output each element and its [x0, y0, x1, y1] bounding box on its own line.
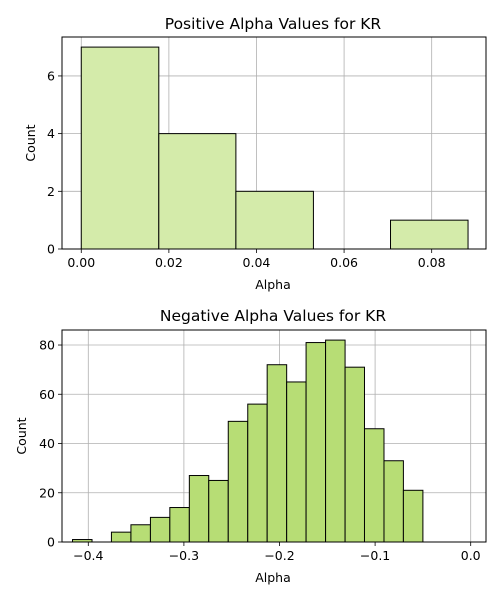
histogram-bar	[227, 420, 249, 543]
histogram-bar	[110, 531, 132, 543]
y-ticks: 0 20 40 60 80	[39, 338, 62, 550]
histogram-bar	[130, 524, 151, 543]
y-tick-label: 0	[47, 535, 55, 550]
x-tick-label: −0.2	[264, 548, 294, 563]
histogram-bar	[169, 507, 190, 543]
y-tick-label: 4	[47, 126, 55, 141]
histogram-bar	[344, 366, 365, 543]
histogram-bar	[188, 475, 210, 543]
positive-alpha-histogram: Positive Alpha Values for KR 0.00 0.02 0.0…	[23, 15, 487, 292]
histogram-bar	[286, 381, 307, 543]
histogram-bar	[266, 364, 288, 543]
y-tick-label: 40	[39, 436, 55, 451]
histogram-bar	[390, 219, 469, 250]
chart-title: Positive Alpha Values for KR	[165, 15, 382, 33]
axes-frame	[61, 36, 487, 250]
histogram-bar	[247, 403, 268, 543]
histogram-bar	[305, 342, 327, 543]
y-tick-label: 60	[39, 387, 55, 402]
y-tick-label: 0	[47, 242, 55, 257]
x-ticks: 0.00 0.02 0.04 0.06 0.08	[67, 249, 446, 270]
x-ticks: −0.4 −0.3 −0.2 −0.1 0.0	[73, 542, 481, 563]
x-tick-label: 0.0	[461, 548, 481, 563]
bars	[80, 46, 469, 250]
x-tick-label: 0.00	[67, 255, 95, 270]
x-tick-label: −0.4	[73, 548, 103, 563]
chart-title: Negative Alpha Values for KR	[160, 307, 386, 325]
x-tick-label: −0.1	[360, 548, 390, 563]
histogram-bar	[383, 460, 404, 543]
y-ticks: 0 2 4 6	[47, 68, 62, 257]
y-tick-label: 20	[39, 485, 55, 500]
histogram-bar	[363, 428, 385, 543]
histogram-bar	[149, 516, 171, 543]
x-tick-label: 0.02	[155, 255, 183, 270]
histogram-bar	[325, 339, 346, 543]
x-tick-label: 0.08	[418, 255, 446, 270]
y-axis-label: Count	[14, 417, 29, 454]
histogram-bar	[158, 133, 237, 250]
negative-alpha-histogram: Negative Alpha Values for KR −0.4 −0.3 −0.…	[14, 307, 487, 585]
y-tick-label: 6	[47, 68, 55, 83]
y-tick-label: 80	[39, 338, 55, 353]
y-axis-label: Count	[23, 124, 38, 161]
y-tick-label: 2	[47, 184, 55, 199]
x-axis-label: Alpha	[255, 277, 291, 292]
histogram-bar	[235, 190, 314, 250]
axes-frame	[61, 329, 487, 543]
x-tick-label: 0.06	[330, 255, 358, 270]
x-tick-label: 0.04	[243, 255, 271, 270]
x-tick-label: −0.3	[169, 548, 199, 563]
histogram-bar	[80, 46, 160, 250]
histogram-bar	[208, 479, 229, 543]
histogram-bar	[402, 489, 424, 543]
bars	[72, 339, 424, 543]
x-axis-label: Alpha	[255, 570, 291, 585]
